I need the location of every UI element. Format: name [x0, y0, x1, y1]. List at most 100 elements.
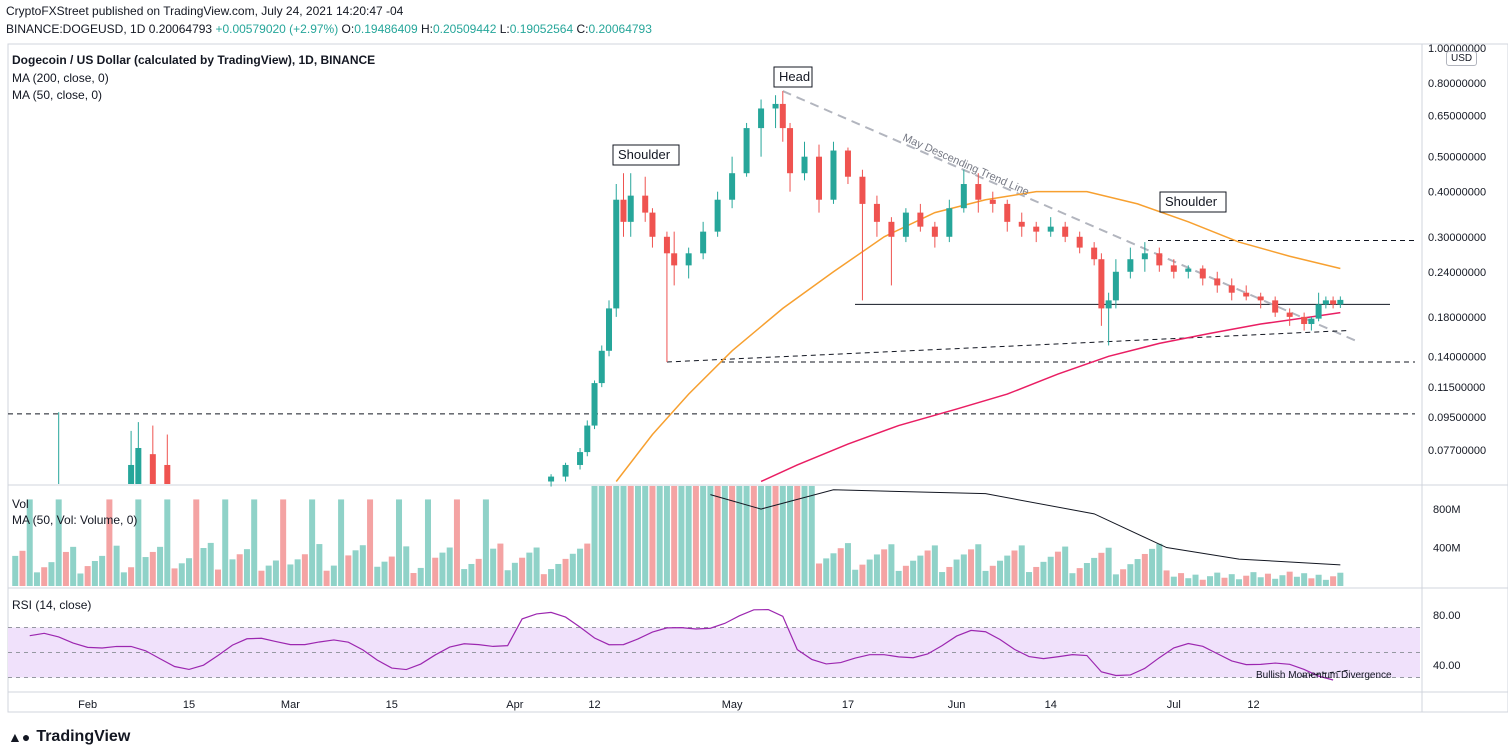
tradingview-logo-icon: ▲●	[8, 729, 31, 745]
volume-bar	[1033, 566, 1040, 586]
candle-body	[591, 383, 598, 426]
volume-bar	[823, 558, 830, 586]
candle-body	[975, 184, 982, 200]
volume-bar	[642, 485, 649, 586]
candle-body	[960, 184, 967, 209]
volume-bar	[982, 570, 989, 586]
volume-bar	[367, 499, 374, 586]
candle-body	[859, 176, 866, 204]
volume-bar	[410, 573, 417, 586]
candle-body	[548, 476, 555, 482]
symbol-title[interactable]: Dogecoin / US Dollar (calculated by Trad…	[12, 53, 376, 67]
candle-body	[779, 103, 786, 129]
volume-bar	[577, 548, 584, 586]
candle-body	[888, 221, 895, 237]
volume-bar	[750, 485, 757, 586]
candle-body	[787, 128, 794, 174]
volume-bar	[301, 554, 308, 586]
currency-badge[interactable]: USD	[1446, 51, 1478, 66]
volume-bar	[1149, 548, 1156, 586]
ma200-line	[760, 311, 1341, 483]
x-tick-label: 15	[386, 699, 398, 711]
volume-bar	[758, 485, 765, 586]
volume-bar	[1004, 555, 1011, 586]
volume-bar	[453, 499, 460, 586]
volume-bar	[968, 549, 975, 586]
price-tick-label: 0.80000000	[1428, 78, 1486, 90]
candle-body	[577, 452, 584, 465]
volume-bar	[1170, 576, 1177, 586]
candle-body	[613, 199, 620, 309]
volume-bar	[1330, 576, 1337, 586]
open-label: O:	[341, 22, 355, 36]
x-tick-label: Jul	[1167, 699, 1181, 711]
volume-bar	[634, 485, 641, 586]
volume-bar	[1156, 543, 1163, 586]
volume-bar	[222, 499, 229, 586]
volume-bar	[171, 568, 178, 586]
candle-body	[1301, 316, 1308, 325]
published-by: CryptoFXStreet published on TradingView.…	[6, 4, 404, 18]
volume-bar	[1235, 579, 1242, 586]
volume-bar	[475, 558, 482, 586]
candle-body	[584, 425, 591, 453]
x-tick-label: Jun	[948, 699, 966, 711]
volume-bar	[193, 499, 200, 586]
rsi-tick-label: 40.00	[1433, 660, 1461, 672]
candle-body	[685, 253, 692, 266]
price-tick-label: 0.09500000	[1428, 412, 1486, 424]
volume-bar	[1018, 545, 1025, 586]
candle-body	[620, 199, 627, 222]
volume-bar	[678, 485, 685, 586]
volume-bar	[338, 499, 345, 586]
rsi-legend[interactable]: RSI (14, close)	[12, 598, 92, 612]
volume-bar	[881, 549, 888, 586]
ma200-legend[interactable]: MA (200, close, 0)	[12, 71, 109, 85]
volume-bar	[975, 544, 982, 586]
candle-body	[758, 108, 765, 129]
volume-bar	[439, 552, 446, 586]
volume-bar	[873, 554, 880, 586]
volume-bar	[446, 547, 453, 586]
volume-bar	[830, 553, 837, 586]
candle-body	[128, 464, 135, 484]
candle-body	[164, 464, 171, 484]
volume-bar	[352, 550, 359, 586]
volume-legend[interactable]: Vol	[12, 497, 29, 511]
volume-bar	[142, 557, 149, 586]
volume-bar	[1192, 574, 1199, 586]
candle-body	[700, 231, 707, 254]
volume-bar	[1257, 577, 1264, 586]
volume-ma-legend[interactable]: MA (50, Vol: Volume, 0)	[12, 513, 138, 527]
volume-bar	[1011, 550, 1018, 586]
volume-bar	[91, 560, 98, 586]
head-label-box	[773, 66, 813, 88]
candle-body	[844, 150, 851, 177]
volume-bar	[1337, 572, 1344, 586]
candle-body	[627, 195, 634, 222]
volume-bar	[432, 557, 439, 586]
tradingview-logo[interactable]: ▲● TradingView	[8, 728, 130, 746]
volume-tick-label: 400M	[1433, 543, 1461, 555]
volume-bar	[287, 564, 294, 586]
volume-bar	[613, 485, 620, 586]
volume-bar	[200, 548, 207, 586]
volume-bar	[1127, 564, 1134, 586]
candle-body	[1337, 299, 1344, 305]
volume-bar	[700, 485, 707, 586]
volume-bar	[1134, 559, 1141, 586]
volume-bar	[1279, 575, 1286, 586]
volume-bar	[1286, 571, 1293, 586]
price-tick-label: 0.18000000	[1428, 312, 1486, 324]
open-value: 0.19486409	[354, 22, 418, 36]
volume-bar	[178, 563, 185, 586]
ma50-legend[interactable]: MA (50, close, 0)	[12, 88, 103, 102]
volume-bar	[808, 485, 815, 586]
candle-body	[1156, 253, 1163, 266]
candle-body	[873, 203, 880, 222]
volume-bar	[606, 485, 613, 586]
x-tick-label: May	[722, 699, 743, 711]
volume-bar	[656, 485, 663, 586]
volume-bar	[1054, 551, 1061, 586]
